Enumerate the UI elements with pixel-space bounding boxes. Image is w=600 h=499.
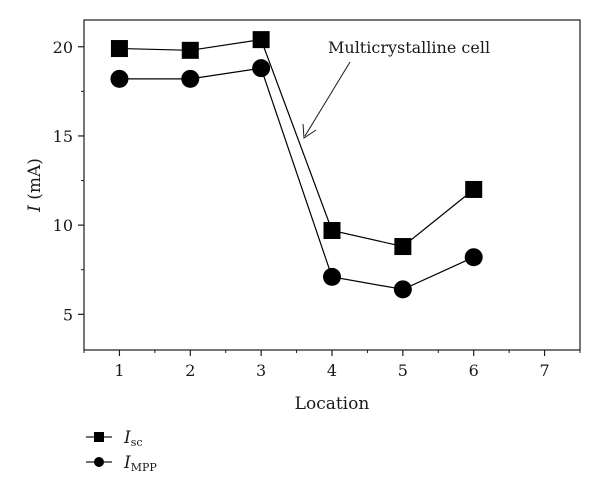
data-point-impp bbox=[181, 69, 200, 88]
data-point-isc bbox=[110, 40, 128, 58]
series-line-isc bbox=[119, 38, 475, 248]
x-axis-label: Location bbox=[295, 394, 370, 414]
annotation-arrow bbox=[302, 61, 351, 139]
y-tick-label: 10 bbox=[53, 216, 73, 235]
x-tick-label: 1 bbox=[114, 361, 124, 380]
data-point-isc bbox=[394, 238, 412, 256]
series-line-impp bbox=[119, 67, 474, 291]
plot-frame bbox=[83, 19, 581, 351]
x-tick-label: 2 bbox=[185, 361, 195, 380]
y-axis-label-unit: (mA) bbox=[25, 158, 45, 205]
x-tick-label: 7 bbox=[539, 361, 549, 380]
y-tick-label: 5 bbox=[63, 305, 73, 324]
data-point-isc bbox=[252, 31, 270, 49]
data-point-impp bbox=[393, 280, 412, 299]
data-point-impp bbox=[323, 267, 341, 286]
y-axis-label-symbol: I bbox=[25, 205, 45, 213]
data-point-isc bbox=[323, 221, 341, 239]
legend-isc-label: Isc bbox=[123, 428, 143, 449]
x-tick-label: 3 bbox=[256, 361, 266, 380]
data-point-impp bbox=[252, 59, 271, 78]
x-tick-label: 5 bbox=[398, 361, 408, 380]
y-axis-ticks: 5 10 15 20 bbox=[53, 38, 84, 324]
legend-impp-marker bbox=[94, 457, 104, 467]
x-tick-label: 6 bbox=[469, 361, 479, 380]
data-point-impp bbox=[464, 248, 483, 267]
y-tick-label: 20 bbox=[53, 38, 73, 57]
legend-isc-marker bbox=[94, 432, 104, 442]
series-layer bbox=[110, 31, 483, 299]
data-point-isc bbox=[465, 180, 483, 198]
x-axis-ticks: 1 2 3 4 5 6 7 bbox=[83, 350, 581, 380]
data-point-isc bbox=[181, 41, 199, 59]
legend-impp-label: IMPP bbox=[123, 453, 157, 474]
x-tick-label: 4 bbox=[327, 361, 337, 380]
y-tick-label: 15 bbox=[53, 127, 73, 146]
legend-entry-impp: IMPP bbox=[86, 453, 157, 474]
legend: Isc IMPP bbox=[86, 428, 157, 474]
y-axis-label: I (mA) bbox=[25, 158, 45, 213]
data-point-impp bbox=[110, 69, 129, 88]
annotation-label: Multicrystalline cell bbox=[328, 38, 490, 57]
legend-entry-isc: Isc bbox=[86, 428, 143, 449]
